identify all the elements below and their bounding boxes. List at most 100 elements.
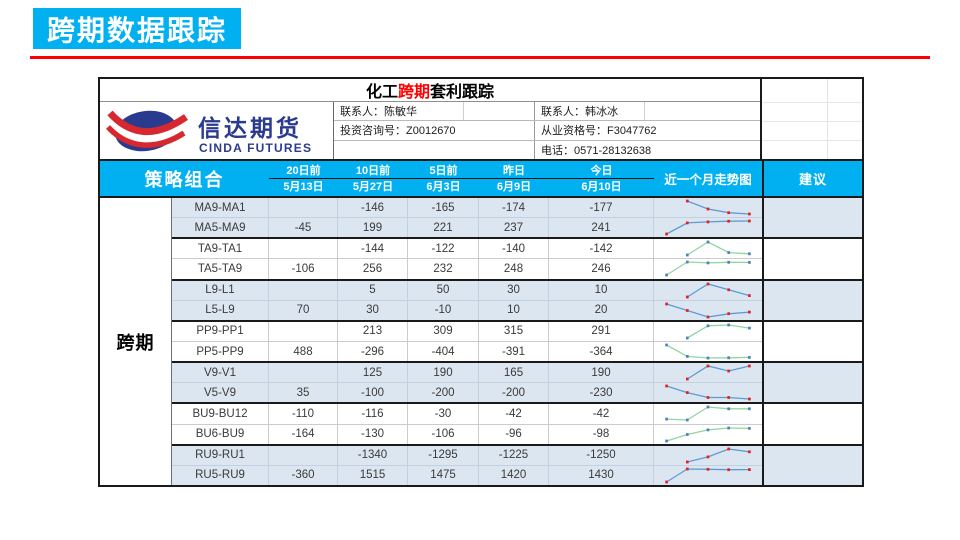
value-cell: -391 xyxy=(479,341,549,362)
pair-name-cell: MA5-MA9 xyxy=(172,218,269,238)
sparkline-chart xyxy=(665,426,751,443)
value-cell: 1475 xyxy=(408,465,479,485)
table-row: V5-V9 35 -100 -200 -200 -230 xyxy=(172,383,762,403)
value-cell: -110 xyxy=(269,404,338,424)
table-row: MA5-MA9 -45 199 221 237 241 xyxy=(172,218,762,238)
value-cell: -42 xyxy=(479,404,549,424)
advice-cell xyxy=(762,363,862,403)
value-cell: 241 xyxy=(549,218,654,238)
value-cell xyxy=(269,280,338,300)
sparkline-chart xyxy=(685,364,751,381)
cinda-logo-mark: 信达期货 CINDA FUTURES xyxy=(105,110,312,155)
value-cell: -1225 xyxy=(479,445,549,465)
value-cell: 232 xyxy=(408,259,479,279)
value-cell: 291 xyxy=(549,321,654,341)
advice-cell xyxy=(762,280,862,320)
sparkline-chart xyxy=(665,467,751,484)
value-cell: 213 xyxy=(338,321,408,341)
sparkline-chart xyxy=(665,384,751,401)
value-cell: 199 xyxy=(338,218,408,238)
table-row: PP5-PP9 488 -296 -404 -391 -364 xyxy=(172,341,762,362)
value-cell: 10 xyxy=(549,280,654,300)
advice-cell xyxy=(762,321,862,362)
slide-title: 跨期数据跟踪 xyxy=(47,14,228,46)
pair-name-cell: V9-V1 xyxy=(172,363,269,383)
advisory-number: 投资咨询号：Z0012670 xyxy=(340,125,456,138)
pair-name-cell: RU9-RU1 xyxy=(172,445,269,465)
head-empty-cells xyxy=(762,79,862,159)
logo-text-cn: 信达期货 xyxy=(198,115,302,141)
title-highlight: 跨期 xyxy=(397,84,430,101)
value-cell: 190 xyxy=(549,363,654,383)
logo-text-en: CINDA FUTURES xyxy=(199,141,312,155)
pair-group: MA9-MA1 -146 -165 -174 -177 MA5-MA9 -45 199 221 2… xyxy=(172,198,862,238)
header-strategy: 策略组合 xyxy=(144,169,225,190)
value-cell: -130 xyxy=(338,424,408,444)
pair-name-cell: L5-L9 xyxy=(172,300,269,320)
value-cell: -142 xyxy=(549,239,654,259)
table-row: V9-V1 125 190 165 190 xyxy=(172,363,762,384)
sparkline-cell xyxy=(654,218,762,237)
header-sparkline: 近一个月走势图 xyxy=(664,173,752,187)
value-cell: -106 xyxy=(408,424,479,444)
contact-grid: 联系人：陈敏华 联系人：韩冰冰 投资咨询号：Z0012670 从业资格号：F30… xyxy=(334,102,760,159)
sparkline-chart xyxy=(665,406,751,422)
value-cell: -174 xyxy=(479,198,549,218)
value-cell: -1340 xyxy=(338,445,408,465)
sparkline-cell xyxy=(654,198,762,217)
column-header-row: 策略组合 20日前 5月13日 10日前 5月27日 5日前 6月3日 昨日 6… xyxy=(100,159,862,198)
value-cell: 309 xyxy=(408,321,479,341)
pair-name-cell: TA5-TA9 xyxy=(172,259,269,279)
table-row: RU5-RU9 -360 1515 1475 1420 1430 xyxy=(172,465,762,485)
table-row: L9-L1 5 50 30 10 xyxy=(172,280,762,301)
sparkline-chart xyxy=(685,240,751,257)
value-cell: -200 xyxy=(408,383,479,403)
qualification-number: 从业资格号：F3047762 xyxy=(541,125,657,138)
value-cell: 5 xyxy=(338,280,408,300)
value-cell: -296 xyxy=(338,341,408,362)
value-cell: 30 xyxy=(338,300,408,320)
sparkline-chart xyxy=(685,282,751,299)
value-cell xyxy=(269,198,338,218)
value-cell: -364 xyxy=(549,341,654,362)
value-cell: 20 xyxy=(549,300,654,320)
sparkline-cell xyxy=(654,363,762,382)
value-cell: 488 xyxy=(269,341,338,362)
sparkline-cell xyxy=(654,301,762,320)
value-cell: 248 xyxy=(479,259,549,279)
value-cell: -45 xyxy=(269,218,338,238)
data-block: 跨期 MA9-MA1 -146 -165 -174 -177 MA5-MA9 -45 199 2… xyxy=(100,198,862,485)
header-date-columns: 20日前 5月13日 10日前 5月27日 5日前 6月3日 昨日 6月9日 今… xyxy=(269,161,654,196)
value-cell: 70 xyxy=(269,300,338,320)
value-cell: 125 xyxy=(338,363,408,383)
pair-group: BU9-BU12 -110 -116 -30 -42 -42 BU6-BU9 -164 -130… xyxy=(172,402,862,444)
phone-number: 电话：0571-28132638 xyxy=(541,144,652,157)
sparkline-cell xyxy=(654,239,762,258)
header-col-10d: 10日前 5月27日 xyxy=(352,164,394,193)
sparkline-chart xyxy=(665,302,751,319)
value-cell: -122 xyxy=(408,239,479,259)
contact-left: 联系人：陈敏华 xyxy=(334,102,464,121)
value-cell: -96 xyxy=(479,424,549,444)
pair-group: RU9-RU1 -1340 -1295 -1225 -1250 RU5-RU9 -360 15… xyxy=(172,443,862,485)
value-cell: -200 xyxy=(479,383,549,403)
arbitrage-table: 化工 跨期 套利跟踪 信达期货 CINDA FUTURES xyxy=(98,77,864,487)
pair-group: TA9-TA1 -144 -122 -140 -142 TA5-TA9 -106 256 232… xyxy=(172,237,862,279)
value-cell: -140 xyxy=(479,239,549,259)
table-row: L5-L9 70 30 -10 10 20 xyxy=(172,300,762,320)
value-cell: -404 xyxy=(408,341,479,362)
table-title: 化工 跨期 套利跟踪 xyxy=(100,79,760,102)
advice-cell xyxy=(762,239,862,279)
header-col-20d: 20日前 5月13日 xyxy=(283,164,324,193)
pair-name-cell: RU5-RU9 xyxy=(172,465,269,485)
value-cell: -1250 xyxy=(549,445,654,465)
pair-group: PP9-PP1 213 309 315 291 PP5-PP9 488 -296 -404 -39… xyxy=(172,319,862,362)
value-cell: -106 xyxy=(269,259,338,279)
sparkline-chart xyxy=(685,323,751,340)
sparkline-chart xyxy=(665,261,751,277)
value-cell: 1420 xyxy=(479,465,549,485)
groups-container: MA9-MA1 -146 -165 -174 -177 MA5-MA9 -45 199 221 2… xyxy=(172,198,862,485)
value-cell: 315 xyxy=(479,321,549,341)
value-cell: -42 xyxy=(549,404,654,424)
